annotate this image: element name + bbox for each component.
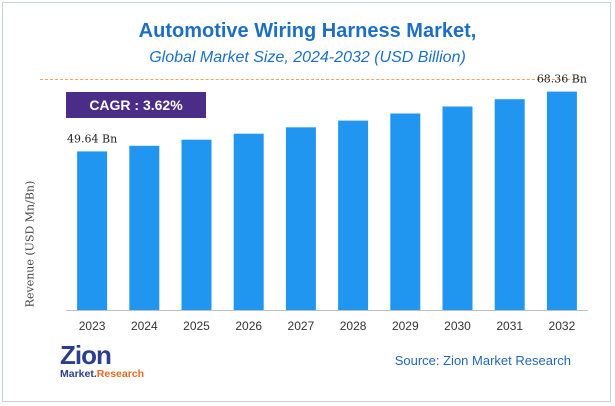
zion-logo: Zion Market.Research: [60, 340, 170, 388]
x-tick-label: 2029: [392, 319, 419, 333]
x-tick-label: 2024: [131, 319, 158, 333]
x-tick-label: 2027: [288, 319, 315, 333]
x-tick-label: 2026: [235, 319, 262, 333]
bar-2025: [181, 139, 212, 310]
data-label: 49.64 Bn: [67, 132, 117, 145]
bar-2027: [285, 127, 316, 310]
x-tick-label: 2031: [496, 319, 523, 333]
logo-wordmark: Zion: [60, 340, 112, 370]
logo-subtext: Market.Research: [60, 368, 144, 380]
source-note: Source: Zion Market Research: [394, 353, 571, 368]
chart-title: Automotive Wiring Harness Market,: [138, 20, 477, 42]
data-label: 68.36 Bn: [537, 73, 587, 86]
chart-subtitle: Global Market Size, 2024-2032 (USD Billi…: [149, 49, 466, 66]
x-tick-label: 2032: [549, 319, 576, 333]
bar-2026: [233, 133, 264, 310]
bar-2028: [338, 120, 369, 310]
bar-2029: [390, 113, 421, 310]
x-tick-label: 2028: [340, 319, 367, 333]
bar-2032: [546, 91, 577, 310]
x-tick-label: 2030: [444, 319, 471, 333]
bar-2023: [77, 151, 108, 310]
bar-2031: [494, 99, 525, 310]
cagr-badge: CAGR : 3.62%: [66, 92, 206, 118]
logo-sub-left: Market.: [60, 368, 97, 380]
title-divider: [40, 79, 580, 80]
logo-sub-right: Research: [96, 368, 145, 380]
x-tick-label: 2025: [183, 319, 210, 333]
x-tick-label: 2023: [79, 319, 106, 333]
bar-2030: [442, 106, 473, 310]
bar-2024: [129, 145, 160, 310]
